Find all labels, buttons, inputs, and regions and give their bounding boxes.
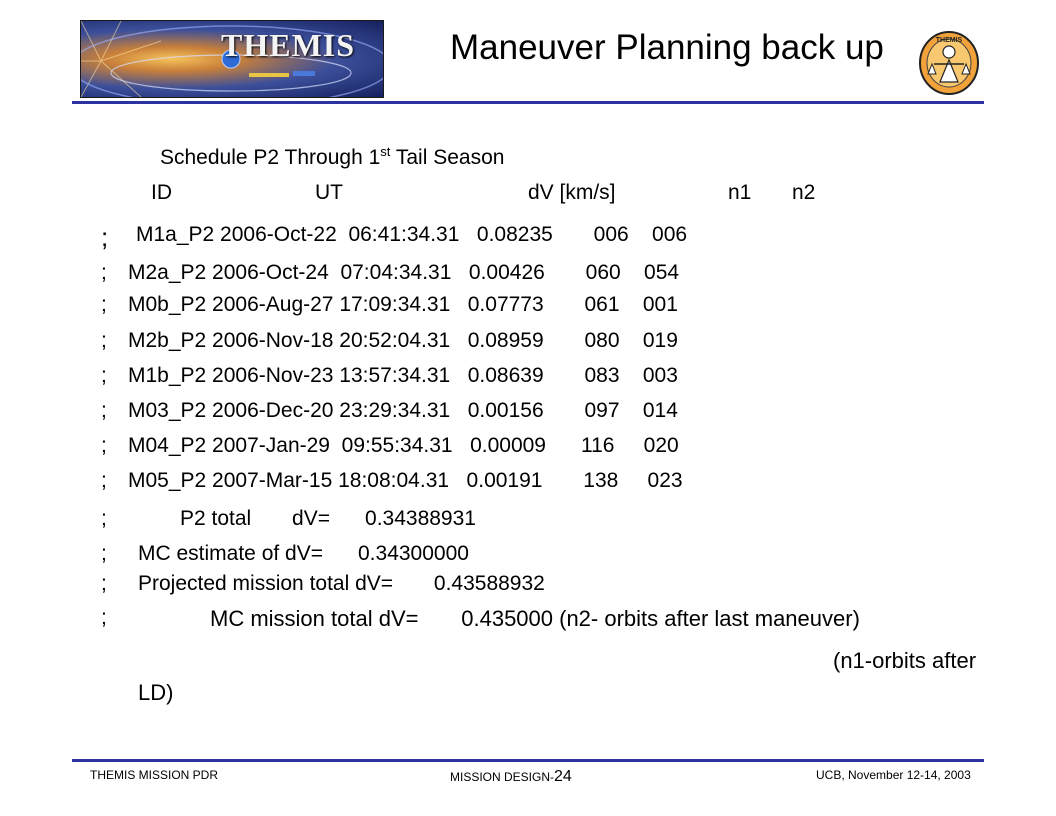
footer-left: THEMIS MISSION PDR xyxy=(90,768,219,782)
logo-text: THEMIS xyxy=(221,27,356,63)
row-marker: ; xyxy=(101,469,107,492)
themis-seal-icon: THEMIS xyxy=(918,30,980,96)
schedule-heading: Schedule P2 Through 1st Tail Season xyxy=(160,144,505,170)
row-marker: ; xyxy=(101,434,107,457)
table-row: M2a_P2 2006-Oct-24 07:04:34.31 0.00426 0… xyxy=(128,261,680,284)
row-marker: ; xyxy=(101,364,107,387)
summary-line: Projected mission total dV= 0.43588932 xyxy=(138,572,545,595)
logo-graphic xyxy=(81,21,383,97)
col-n1: n1 xyxy=(728,181,752,204)
footer-rule xyxy=(72,759,984,762)
table-row: M1b_P2 2006-Nov-23 13:57:34.31 0.08639 0… xyxy=(128,364,678,387)
table-row: M2b_P2 2006-Nov-18 20:52:04.31 0.08959 0… xyxy=(128,329,678,352)
themis-logo: THEMIS xyxy=(80,20,384,98)
col-id: ID xyxy=(151,181,172,204)
slide-title: Maneuver Planning back up xyxy=(450,28,884,67)
heading-main: Schedule P2 Through 1 xyxy=(160,146,381,169)
col-ut: UT xyxy=(315,181,343,204)
footer-center: MISSION DESIGN-24 xyxy=(450,768,572,786)
col-dv: dV [km/s] xyxy=(528,181,616,204)
page-number: 24 xyxy=(554,768,572,785)
summary-line: P2 total dV= 0.34388931 xyxy=(180,507,476,530)
table-row: M04_P2 2007-Jan-29 09:55:34.31 0.00009 1… xyxy=(128,434,679,457)
row-marker: ; xyxy=(101,293,107,316)
note-line: LD) xyxy=(138,680,174,705)
table-row: M03_P2 2006-Dec-20 23:29:34.31 0.00156 0… xyxy=(128,399,678,422)
summary-marker: ; xyxy=(101,542,107,565)
heading-sup: st xyxy=(380,144,391,159)
row-marker: ; xyxy=(101,222,109,252)
table-row: M05_P2 2007-Mar-15 18:08:04.31 0.00191 1… xyxy=(128,469,683,492)
row-marker: ; xyxy=(101,329,107,352)
header-rule xyxy=(72,101,984,104)
heading-tail: Tail Season xyxy=(390,146,505,169)
note-line: (n1-orbits after xyxy=(833,648,977,673)
footer-section: MISSION DESIGN- xyxy=(450,770,555,784)
summary-marker: ; xyxy=(101,507,107,530)
row-marker: ; xyxy=(101,399,107,422)
row-marker: ; xyxy=(101,261,107,284)
table-row: M0b_P2 2006-Aug-27 17:09:34.31 0.07773 0… xyxy=(128,293,678,316)
summary-marker: ; xyxy=(101,606,107,629)
summary-line: MC mission total dV= 0.435000 (n2- orbit… xyxy=(210,606,860,631)
col-n2: n2 xyxy=(792,181,816,204)
summary-marker: ; xyxy=(101,572,107,595)
table-row: M1a_P2 2006-Oct-22 06:41:34.31 0.08235 0… xyxy=(136,223,688,246)
footer-right: UCB, November 12-14, 2003 xyxy=(816,768,971,782)
summary-line: MC estimate of dV= 0.34300000 xyxy=(138,542,469,565)
seal-text: THEMIS xyxy=(936,37,963,44)
